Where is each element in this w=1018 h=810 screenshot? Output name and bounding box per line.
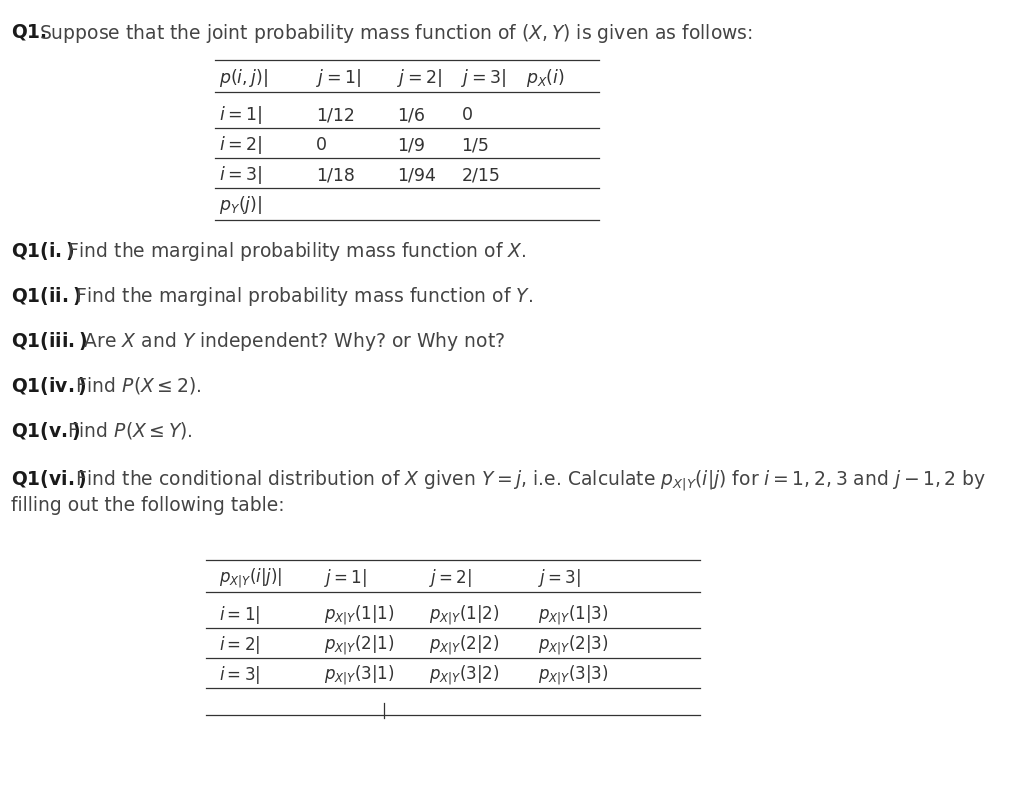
Text: $i=2|$: $i=2|$ [219, 134, 262, 156]
Text: $i=1|$: $i=1|$ [219, 104, 262, 126]
Text: filling out the following table:: filling out the following table: [11, 496, 285, 515]
Text: $\mathbf{Q1(iii.)}$: $\mathbf{Q1(iii.)}$ [11, 330, 88, 352]
Text: Find the marginal probability mass function of $X$.: Find the marginal probability mass funct… [61, 240, 526, 263]
Text: $p_{X|Y}(3|3)$: $p_{X|Y}(3|3)$ [539, 663, 609, 687]
Text: $j=1|$: $j=1|$ [316, 67, 360, 89]
Text: Find the conditional distribution of $X$ given $Y = j$, i.e. Calculate $p_{X|Y}(: Find the conditional distribution of $X$… [69, 468, 985, 492]
Text: $p_{X|Y}(2|1)$: $p_{X|Y}(2|1)$ [324, 633, 394, 657]
Text: $j=3|$: $j=3|$ [539, 567, 581, 589]
Text: 1/9: 1/9 [397, 136, 425, 154]
Text: $j=2|$: $j=2|$ [429, 567, 472, 589]
Text: $\mathbf{Q1(ii.)}$: $\mathbf{Q1(ii.)}$ [11, 285, 81, 307]
Text: $\mathbf{Q1.}$: $\mathbf{Q1.}$ [11, 22, 48, 42]
Text: 1/6: 1/6 [397, 106, 425, 124]
Text: $p_{X|Y}(i|j)|$: $p_{X|Y}(i|j)|$ [219, 566, 282, 590]
Text: $p_{X|Y}(2|3)$: $p_{X|Y}(2|3)$ [539, 633, 609, 657]
Text: 0: 0 [461, 106, 472, 124]
Text: $p_Y(j)|$: $p_Y(j)|$ [219, 194, 262, 216]
Text: 1/94: 1/94 [397, 166, 436, 184]
Text: $p_X(i)$: $p_X(i)$ [526, 67, 565, 89]
Text: 1/18: 1/18 [316, 166, 354, 184]
Text: 0: 0 [316, 136, 327, 154]
Text: $p_{X|Y}(3|2)$: $p_{X|Y}(3|2)$ [429, 663, 500, 687]
Text: 1/5: 1/5 [461, 136, 490, 154]
Text: $i=3|$: $i=3|$ [219, 664, 260, 686]
Text: $i=1|$: $i=1|$ [219, 604, 260, 626]
Text: $\mathbf{Q1(vi.)}$: $\mathbf{Q1(vi.)}$ [11, 468, 88, 490]
Text: $p_{X|Y}(3|1)$: $p_{X|Y}(3|1)$ [324, 663, 394, 687]
Text: Suppose that the joint probability mass function of $(X, Y)$ is given as follows: Suppose that the joint probability mass … [39, 22, 752, 45]
Text: $j=2|$: $j=2|$ [397, 67, 442, 89]
Text: $p_{X|Y}(1|1)$: $p_{X|Y}(1|1)$ [324, 603, 394, 627]
Text: 1/12: 1/12 [316, 106, 354, 124]
Text: $i=3|$: $i=3|$ [219, 164, 262, 186]
Text: $p_{X|Y}(1|3)$: $p_{X|Y}(1|3)$ [539, 603, 609, 627]
Text: Find $P(X \leq Y)$.: Find $P(X \leq Y)$. [61, 420, 192, 441]
Text: $i=2|$: $i=2|$ [219, 634, 260, 656]
Text: $\mathbf{Q1(v.)}$: $\mathbf{Q1(v.)}$ [11, 420, 80, 442]
Text: $p_{X|Y}(1|2)$: $p_{X|Y}(1|2)$ [429, 603, 500, 627]
Text: $j=3|$: $j=3|$ [461, 67, 506, 89]
Text: Find the marginal probability mass function of $Y$.: Find the marginal probability mass funct… [69, 285, 532, 308]
Text: $\mathbf{Q1(i.)}$: $\mathbf{Q1(i.)}$ [11, 240, 75, 262]
Text: Are $X$ and $Y$ independent? Why? or Why not?: Are $X$ and $Y$ independent? Why? or Why… [77, 330, 505, 353]
Text: $\mathbf{Q1(iv.)}$: $\mathbf{Q1(iv.)}$ [11, 375, 88, 397]
Text: $p_{X|Y}(2|2)$: $p_{X|Y}(2|2)$ [429, 633, 500, 657]
Text: 2/15: 2/15 [461, 166, 500, 184]
Text: $j=1|$: $j=1|$ [324, 567, 366, 589]
Text: $p(i,j)|$: $p(i,j)|$ [219, 67, 268, 89]
Text: Find $P(X \leq 2)$.: Find $P(X \leq 2)$. [69, 375, 201, 396]
